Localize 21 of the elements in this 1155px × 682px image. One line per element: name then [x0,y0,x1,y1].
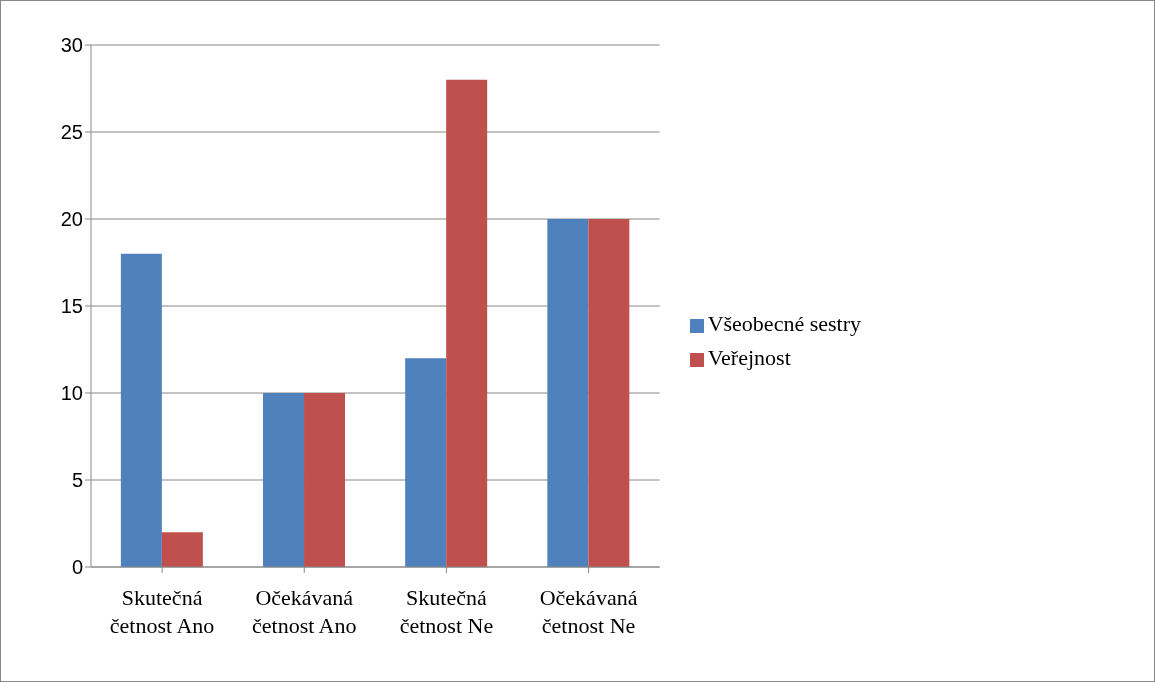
x-tick-label: Skutečná četnost Ano [109,585,215,638]
bar [120,253,162,567]
bar [446,79,488,567]
y-tick-label: 5 [71,469,83,492]
y-tick-label: 10 [60,382,83,405]
x-tick-label: Očekávaná četnost Ano [252,585,357,638]
x-tick-label: Očekávaná četnost Ne [539,585,638,638]
y-tick-label: 20 [60,208,83,231]
bar [588,219,630,567]
y-tick-label: 30 [60,34,83,57]
y-tick-label: 15 [60,295,83,318]
bar [263,393,305,567]
bar [161,532,203,567]
legend-label: Veřejnost [707,345,791,370]
legend-label: Všeobecné sestry [707,311,861,336]
bar [405,358,447,567]
y-tick-label: 25 [60,121,83,144]
bar [304,393,346,567]
x-tick-label: Skutečná četnost Ne [399,585,494,638]
bar [547,219,589,567]
y-tick-label: 0 [71,556,83,579]
